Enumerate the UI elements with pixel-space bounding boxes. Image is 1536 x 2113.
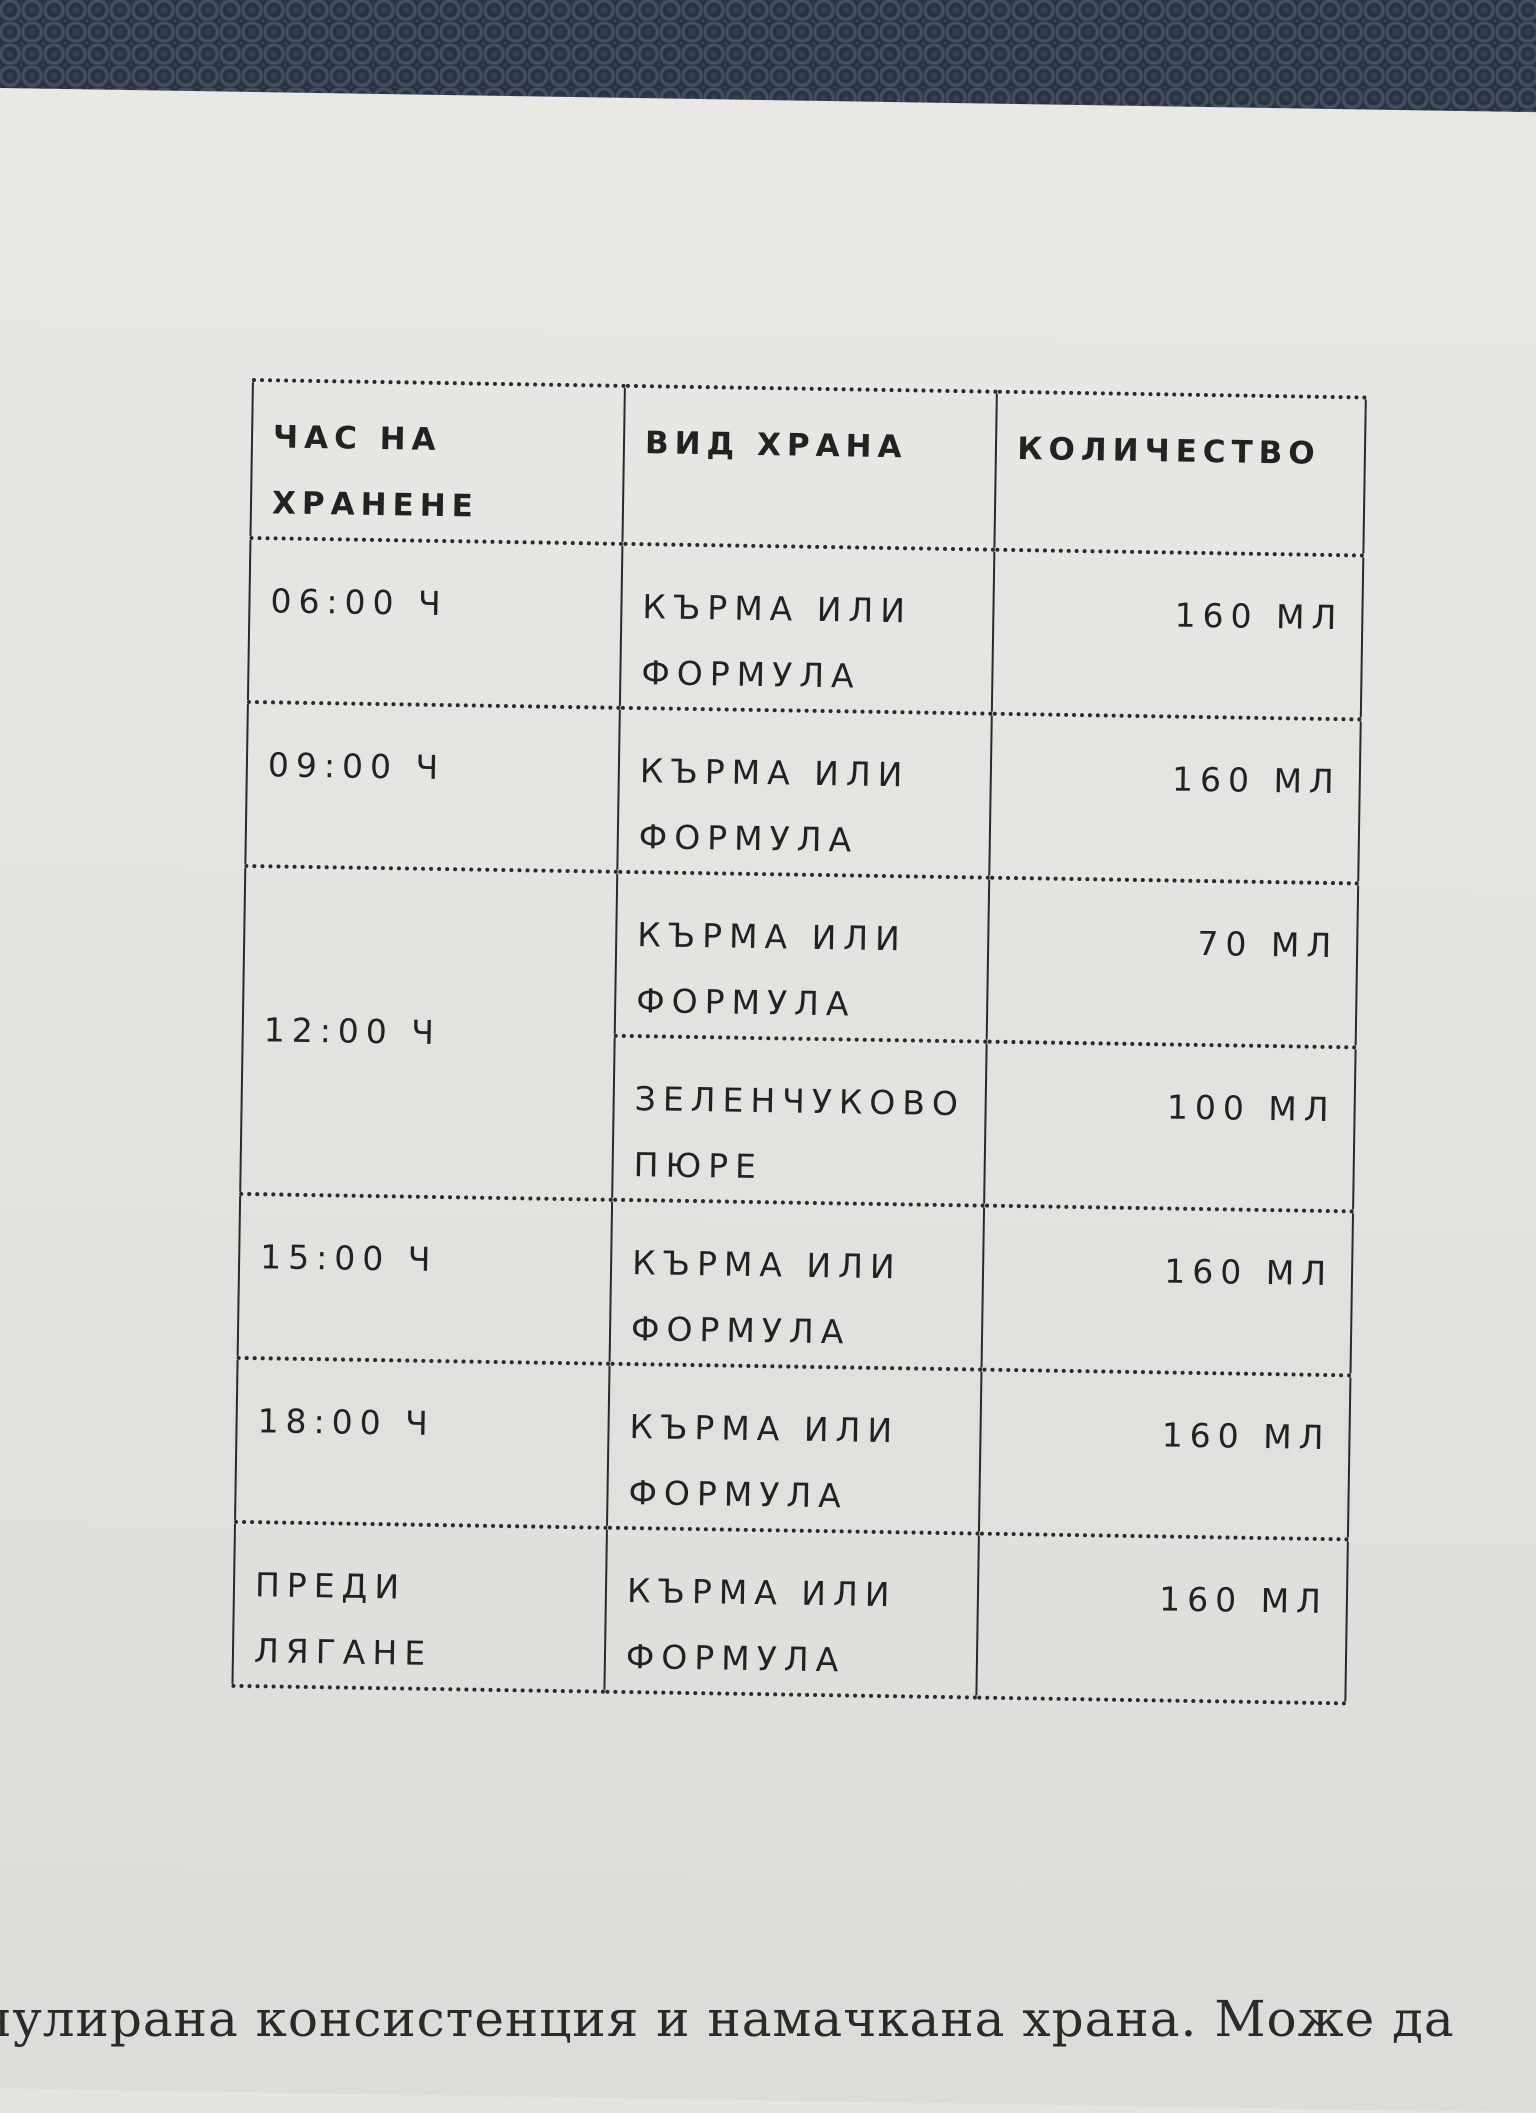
table-row: ПРЕДИ ЛЯГАНЕ КЪРМА ИЛИ ФОРМУЛА 160 МЛ	[232, 1521, 1348, 1704]
table-row: 18:00 Ч КЪРМА ИЛИ ФОРМУЛА 160 МЛ	[235, 1357, 1351, 1540]
header-time: ЧАС НА ХРАНЕНЕ	[250, 380, 625, 544]
time-cell: 09:00 Ч	[245, 701, 620, 872]
time-cell: 12:00 Ч	[240, 865, 618, 1200]
feeding-schedule-table: ЧАС НА ХРАНЕНЕ ВИД ХРАНА КОЛИЧЕСТВО 06:0…	[231, 378, 1366, 1705]
table-row: 15:00 Ч КЪРМА ИЛИ ФОРМУЛА 160 МЛ	[237, 1193, 1354, 1376]
time-cell: ПРЕДИ ЛЯГАНЕ	[232, 1521, 607, 1692]
amount-cell: 160 МЛ	[989, 713, 1361, 884]
header-food: ВИД ХРАНА	[622, 385, 998, 550]
food-cell: КЪРМА ИЛИ ФОРМУЛА	[604, 1527, 980, 1698]
time-cell: 18:00 Ч	[235, 1357, 610, 1528]
time-cell: 15:00 Ч	[237, 1193, 613, 1364]
table-row: 06:00 Ч КЪРМА ИЛИ ФОРМУЛА 160 МЛ	[247, 537, 1364, 720]
food-cell: КЪРМА ИЛИ ФОРМУЛА	[614, 871, 990, 1042]
amount-cell: 160 МЛ	[992, 549, 1364, 720]
amount-cell: 160 МЛ	[979, 1369, 1351, 1540]
food-cell: КЪРМА ИЛИ ФОРМУЛА	[606, 1363, 982, 1534]
amount-cell: 70 МЛ	[986, 877, 1359, 1048]
table-header-row: ЧАС НА ХРАНЕНЕ ВИД ХРАНА КОЛИЧЕСТВО	[250, 380, 1366, 556]
amount-cell: 160 МЛ	[981, 1205, 1354, 1376]
table-row: 09:00 Ч КЪРМА ИЛИ ФОРМУЛА 160 МЛ	[245, 701, 1361, 884]
food-cell: КЪРМА ИЛИ ФОРМУЛА	[619, 543, 995, 714]
body-text-line: нулирана консистенция и намачкана храна.…	[0, 1990, 1455, 2048]
food-cell: КЪРМА ИЛИ ФОРМУЛА	[609, 1199, 985, 1370]
amount-cell: 160 МЛ	[976, 1533, 1348, 1704]
table-row: 12:00 Ч КЪРМА ИЛИ ФОРМУЛА 70 МЛ	[240, 865, 1359, 1200]
time-cell: 06:00 Ч	[247, 537, 623, 708]
food-cell: ЗЕЛЕНЧУКОВО ПЮРЕ	[612, 1035, 987, 1206]
food-cell: КЪРМА ИЛИ ФОРМУЛА	[617, 707, 993, 878]
header-amount: КОЛИЧЕСТВО	[994, 391, 1366, 556]
amount-cell: 100 МЛ	[984, 1041, 1356, 1212]
